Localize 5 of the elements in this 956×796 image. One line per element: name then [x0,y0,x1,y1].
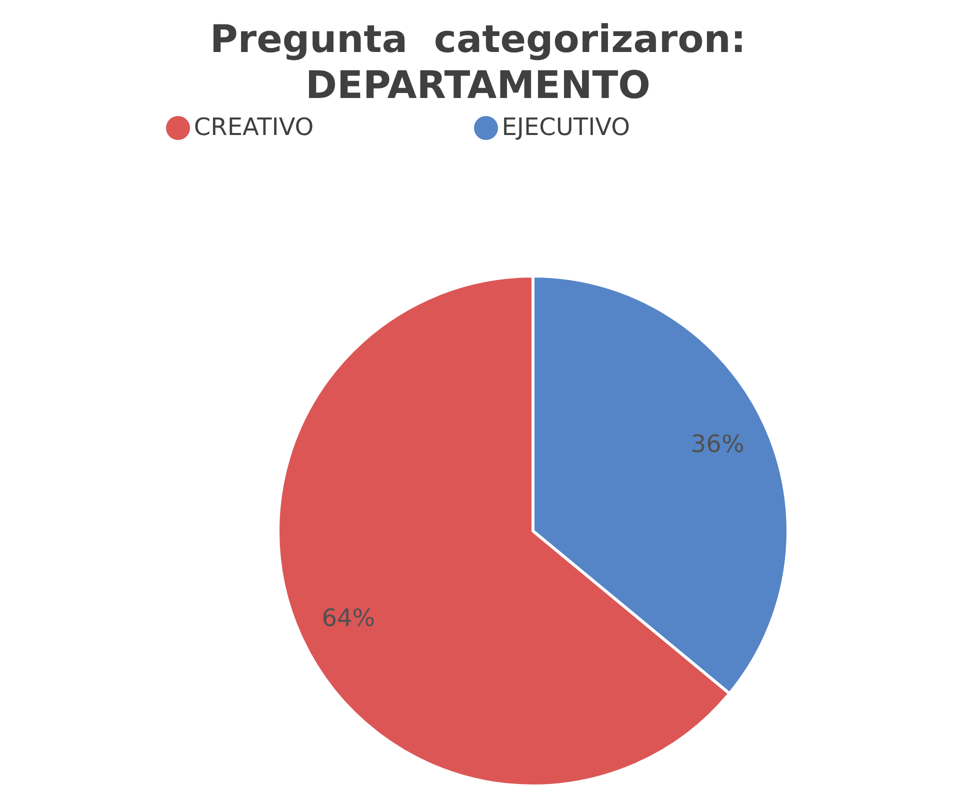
legend-label: EJECUTIVO [502,113,630,141]
chart-title: Pregunta categorizaron: DEPARTAMENTO [209,16,747,108]
data-label: 64% [322,604,376,632]
legend-label: CREATIVO [194,113,314,141]
data-label: 36% [690,430,744,458]
